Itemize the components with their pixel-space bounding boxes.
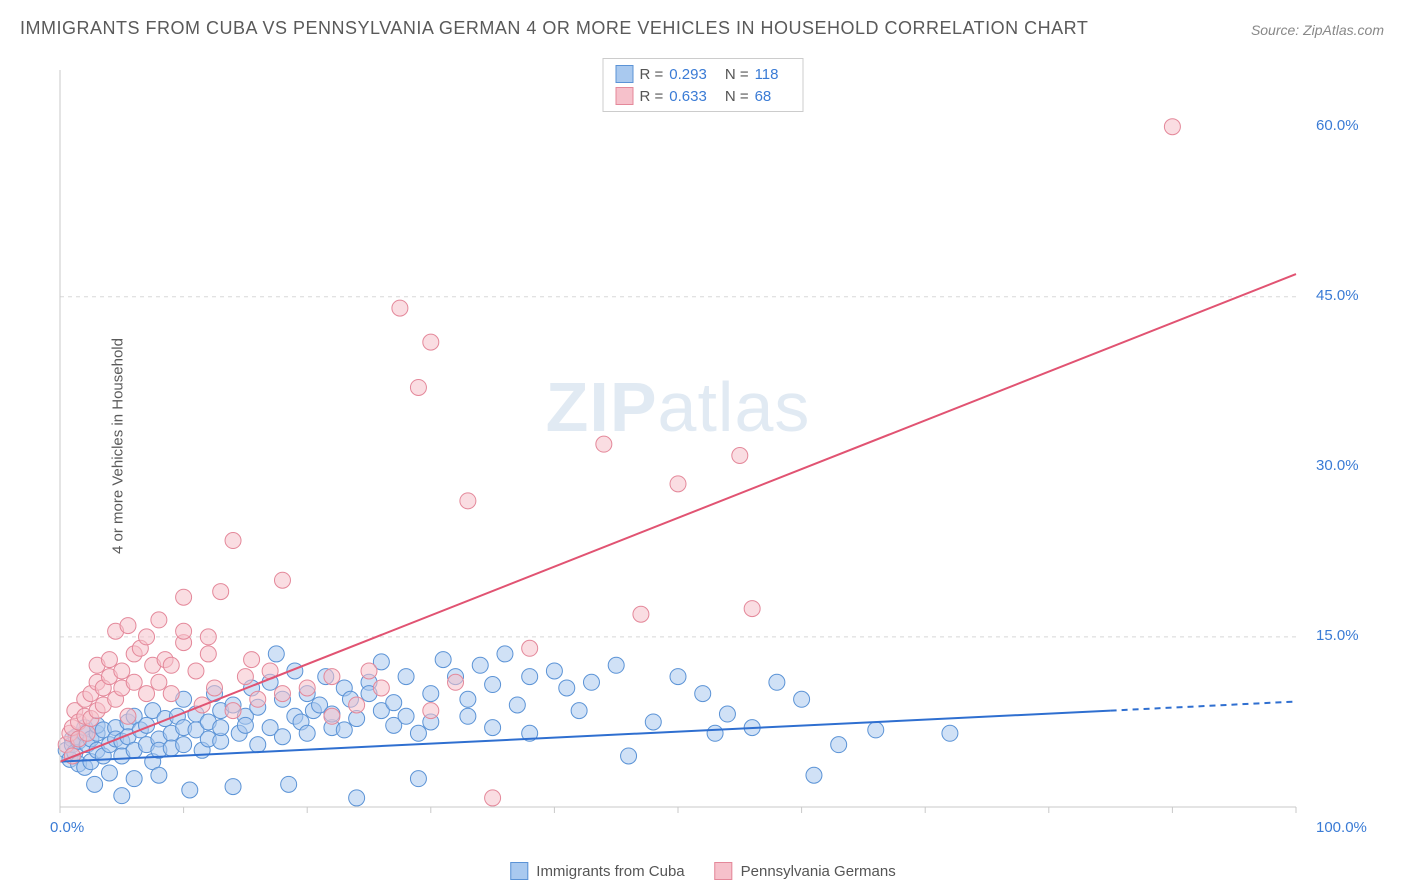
- swatch-pa-german: [616, 87, 634, 105]
- legend-label-pa-german: Pennsylvania Germans: [741, 863, 896, 880]
- chart-source: Source: ZipAtlas.com: [1251, 22, 1384, 38]
- chart-title: IMMIGRANTS FROM CUBA VS PENNSYLVANIA GER…: [20, 18, 1088, 39]
- r-label: R =: [640, 88, 664, 105]
- legend-item-cuba: Immigrants from Cuba: [510, 862, 684, 880]
- legend-label-cuba: Immigrants from Cuba: [536, 863, 684, 880]
- legend-item-pa-german: Pennsylvania Germans: [715, 862, 896, 880]
- stats-legend: R = 0.293 N = 118 R = 0.633 N = 68: [603, 58, 804, 112]
- stats-row-pa-german: R = 0.633 N = 68: [612, 85, 795, 107]
- series-legend: Immigrants from Cuba Pennsylvania German…: [510, 862, 895, 880]
- stats-row-cuba: R = 0.293 N = 118: [612, 63, 795, 85]
- n-label: N =: [725, 88, 749, 105]
- y-tick-label: 15.0%: [1316, 627, 1359, 644]
- swatch-cuba-icon: [510, 862, 528, 880]
- r-value-pa-german: 0.633: [669, 88, 707, 105]
- swatch-pa-german-icon: [715, 862, 733, 880]
- y-tick-label: 30.0%: [1316, 457, 1359, 474]
- x-tick-label: 0.0%: [50, 819, 84, 836]
- n-label: N =: [725, 66, 749, 83]
- r-value-cuba: 0.293: [669, 66, 707, 83]
- scatter-plot-svg: [50, 60, 1306, 832]
- chart-area: ZIPatlas 15.0%30.0%45.0%60.0% 0.0%100.0%: [50, 60, 1306, 832]
- n-value-pa-german: 68: [755, 88, 772, 105]
- y-tick-label: 60.0%: [1316, 117, 1359, 134]
- x-tick-label: 100.0%: [1316, 819, 1367, 836]
- n-value-cuba: 118: [755, 66, 779, 83]
- r-label: R =: [640, 66, 664, 83]
- swatch-cuba: [616, 65, 634, 83]
- y-tick-label: 45.0%: [1316, 287, 1359, 304]
